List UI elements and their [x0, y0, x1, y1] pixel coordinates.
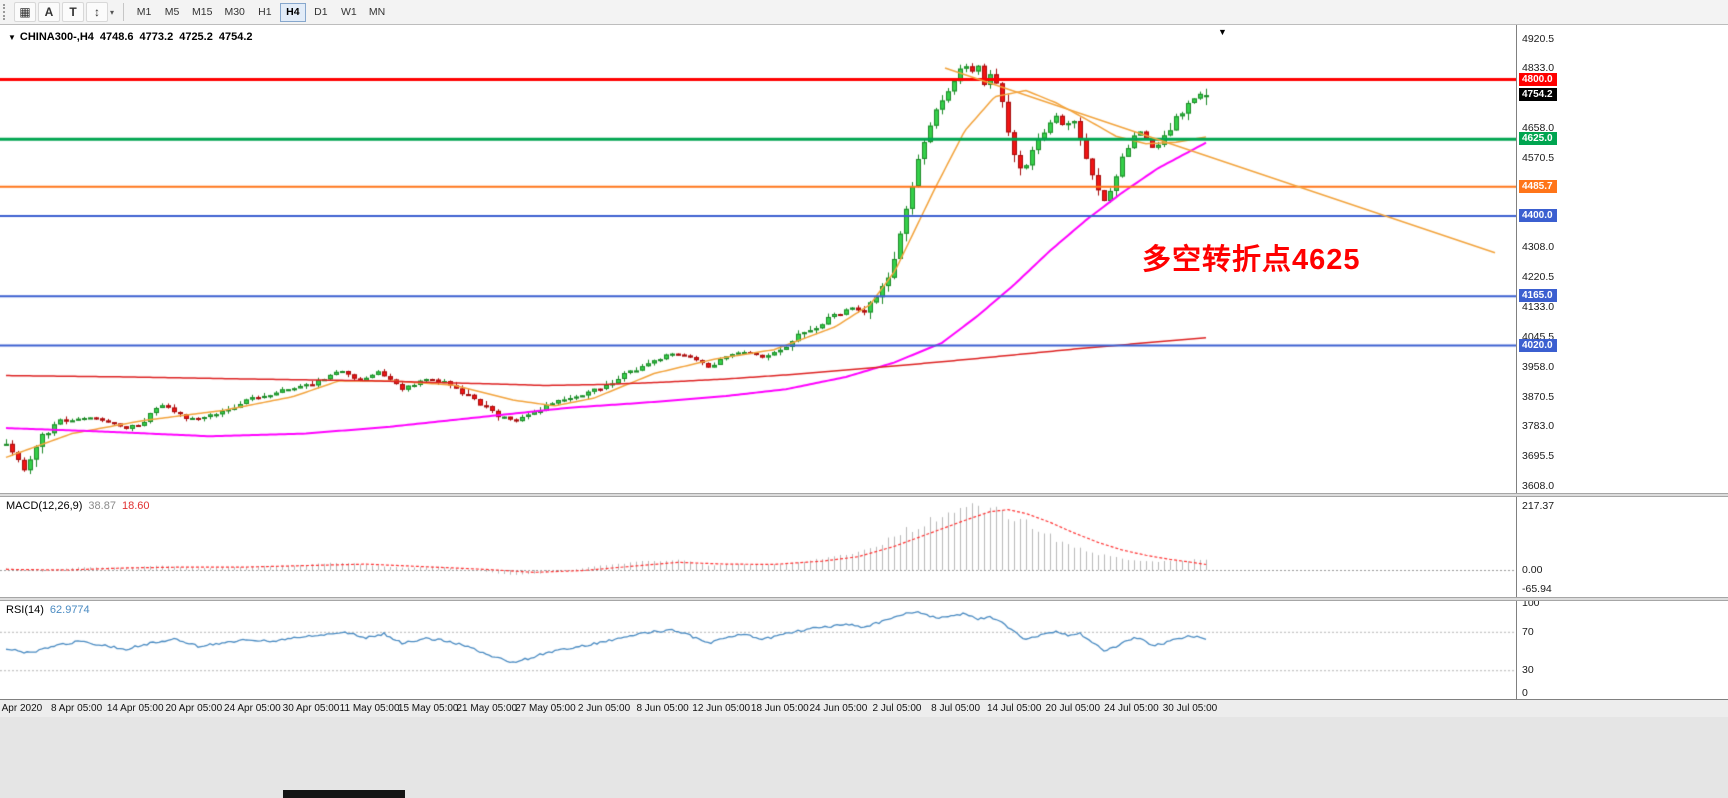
- level-price-tag: 4400.0: [1519, 208, 1557, 222]
- time-tick: 18 Jun 05:00: [750, 703, 809, 714]
- price-tick: 3608.0: [1522, 480, 1555, 493]
- chart-shift-marker-icon: ▼: [1218, 27, 1227, 37]
- time-tick: 24 Apr 05:00: [224, 703, 281, 714]
- macd-tick: -65.94: [1522, 583, 1552, 596]
- price-tick: 3870.5: [1522, 390, 1555, 403]
- bottom-empty-area: [0, 717, 1728, 798]
- time-tick: 2 Jun 05:00: [577, 703, 631, 714]
- time-tick: 1 Apr 2020: [0, 703, 43, 714]
- timeframe-mn[interactable]: MN: [368, 6, 386, 18]
- symbol-ohlc-line: ▼ CHINA300-,H4 4748.6 4773.2 4725.2 4754.2: [8, 31, 259, 43]
- ohlc-high: 4773.2: [139, 31, 174, 43]
- level-price-tag: 4020.0: [1519, 338, 1557, 352]
- toolbar-separator: [123, 3, 125, 21]
- level-price-tag: 4800.0: [1519, 72, 1557, 86]
- macd-tick: 217.37: [1522, 500, 1555, 512]
- drawing-tools-group: ▦ A T ↕: [13, 2, 109, 22]
- price-tick: 4133.0: [1522, 301, 1555, 314]
- time-tick: 14 Apr 05:00: [106, 703, 164, 714]
- new-chart-icon[interactable]: ▦: [14, 2, 36, 22]
- price-tick: 4920.5: [1522, 32, 1555, 45]
- macd-main-value: 38.87: [88, 500, 116, 512]
- time-tick: 30 Apr 05:00: [282, 703, 340, 714]
- rsi-value: 62.9774: [49, 604, 90, 616]
- time-tick: 24 Jun 05:00: [809, 703, 868, 714]
- price-tick: 3695.5: [1522, 450, 1555, 463]
- price-tick: 4308.0: [1522, 241, 1555, 254]
- toolbar: ▦ A T ↕ ▾ M1 M5 M15 M30 H1 H4 D1 W1 MN: [0, 0, 1728, 25]
- template-icon[interactable]: T: [62, 2, 84, 22]
- rsi-indicator-label: RSI(14) 62.9774: [6, 604, 90, 616]
- price-tick: 4833.0: [1522, 62, 1555, 75]
- current-price-tag: 4754.2: [1519, 88, 1557, 102]
- macd-label-text: MACD(12,26,9): [6, 500, 83, 512]
- time-tick: 21 May 05:00: [456, 703, 518, 714]
- symbol-name: CHINA300-,H4: [19, 31, 94, 43]
- time-tick: 24 Jul 05:00: [1104, 703, 1159, 714]
- time-tick: 15 May 05:00: [397, 703, 459, 714]
- price-tick: 4220.5: [1522, 271, 1555, 284]
- time-tick: 14 Jul 05:00: [986, 703, 1042, 714]
- ohlc-close: 4754.2: [218, 31, 253, 43]
- level-price-tag: 4485.7: [1519, 179, 1557, 193]
- timeframe-h4[interactable]: H4: [279, 2, 306, 22]
- taskbar-fragment: [283, 790, 405, 798]
- time-tick: 20 Apr 05:00: [165, 703, 223, 714]
- timeframe-m1[interactable]: M1: [136, 6, 152, 18]
- price-axis[interactable]: 4920.54833.04745.54658.04570.54483.04395…: [1516, 25, 1728, 699]
- price-tick: 3783.0: [1522, 420, 1555, 433]
- arrow-style-icon[interactable]: ↕: [86, 2, 108, 22]
- symbol-expand-icon[interactable]: ▼: [8, 33, 16, 42]
- time-tick: 11 May 05:00: [339, 703, 400, 714]
- time-tick: 8 Jun 05:00: [636, 703, 689, 714]
- timeframe-m5[interactable]: M5: [164, 6, 180, 18]
- macd-signal-value: 18.60: [121, 500, 150, 512]
- time-tick: 27 May 05:00: [515, 703, 576, 714]
- panel-separator-macd[interactable]: [0, 493, 1728, 497]
- chart-text-annotation[interactable]: 多空转折点4625: [1142, 244, 1361, 276]
- rsi-tick: 0: [1522, 687, 1528, 699]
- level-price-tag: 4165.0: [1519, 289, 1557, 303]
- time-tick: 20 Jul 05:00: [1045, 703, 1101, 714]
- timeframe-m15[interactable]: M15: [192, 6, 213, 18]
- macd-tick: 0.00: [1522, 564, 1543, 576]
- timeframe-group: M1 M5 M15 M30 H1 H4 D1 W1 MN: [130, 2, 391, 22]
- time-tick: 12 Jun 05:00: [692, 703, 751, 714]
- timeframe-h1[interactable]: H1: [258, 6, 272, 18]
- timeframe-w1[interactable]: W1: [341, 6, 357, 18]
- text-annotation-icon[interactable]: A: [38, 2, 60, 22]
- toolbar-grip[interactable]: [3, 4, 8, 20]
- price-tick: 3958.0: [1522, 360, 1555, 373]
- timeframe-d1[interactable]: D1: [314, 6, 328, 18]
- time-tick: 30 Jul 05:00: [1162, 703, 1218, 714]
- time-tick: 2 Jul 05:00: [872, 703, 922, 714]
- ohlc-open: 4748.6: [99, 31, 134, 43]
- dropdown-caret-icon[interactable]: ▾: [110, 7, 115, 17]
- macd-indicator-label: MACD(12,26,9) 38.87 18.60: [6, 500, 149, 512]
- ohlc-low: 4725.2: [179, 31, 213, 43]
- time-tick: 8 Apr 05:00: [51, 703, 103, 714]
- rsi-tick: 30: [1522, 664, 1534, 677]
- price-tick: 4570.5: [1522, 151, 1555, 164]
- price-tick: 4658.0: [1522, 122, 1555, 134]
- level-price-tag: 4625.0: [1519, 132, 1557, 146]
- rsi-tick: 70: [1522, 625, 1534, 638]
- panel-separator-rsi[interactable]: [0, 597, 1728, 601]
- rsi-label-text: RSI(14): [6, 604, 44, 616]
- timeframe-m30[interactable]: M30: [224, 6, 245, 18]
- time-tick: 8 Jul 05:00: [931, 703, 981, 714]
